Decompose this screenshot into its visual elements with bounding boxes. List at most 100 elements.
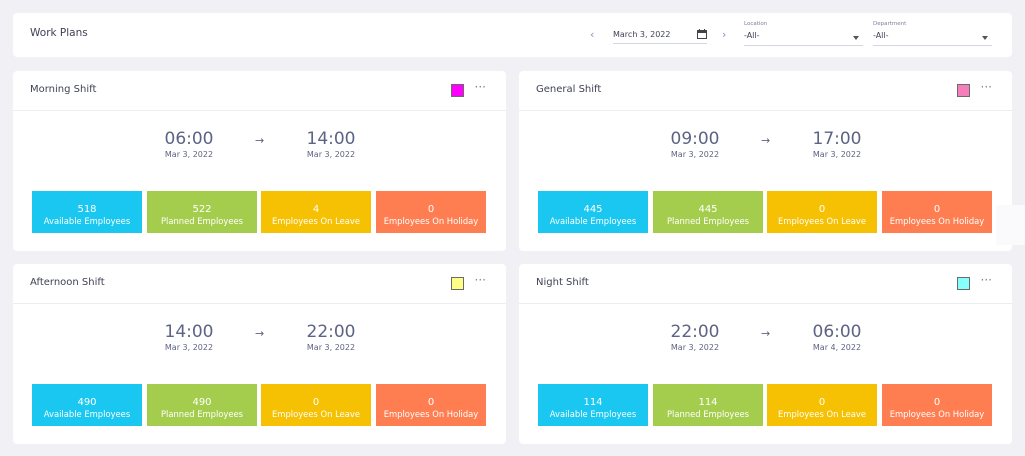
stat-value: 0: [312, 397, 320, 408]
stat-label: Available Employees: [549, 409, 637, 419]
stat-value: 490: [192, 397, 212, 408]
stat-value: 114: [698, 397, 718, 408]
stat-label: Available Employees: [43, 409, 131, 419]
next-date-icon[interactable]: ›: [722, 28, 727, 41]
employees-on-holiday-tile[interactable]: 0 Employees On Holiday: [882, 384, 992, 426]
end-time: 17:00: [812, 129, 862, 149]
end-time-block: 14:00 Mar 3, 2022: [281, 129, 381, 159]
stat-value: 0: [933, 204, 941, 215]
start-time: 06:00: [164, 129, 214, 149]
planned-employees-tile[interactable]: 114 Planned Employees: [653, 384, 763, 426]
more-options-icon[interactable]: ···: [980, 80, 992, 94]
end-time: 14:00: [306, 129, 356, 149]
shift-title: Morning Shift: [30, 84, 97, 95]
stat-value: 518: [77, 204, 97, 215]
stat-value: 445: [698, 204, 718, 215]
employees-on-holiday-tile[interactable]: 0 Employees On Holiday: [376, 384, 486, 426]
end-date: Mar 4, 2022: [812, 343, 862, 352]
shift-color-swatch[interactable]: [451, 84, 464, 97]
stat-value: 522: [192, 204, 212, 215]
page-title: Work Plans: [30, 27, 88, 39]
end-time: 06:00: [812, 322, 862, 342]
end-time: 22:00: [306, 322, 356, 342]
start-date: Mar 3, 2022: [164, 150, 214, 159]
start-time-block: 09:00 Mar 3, 2022: [645, 129, 745, 159]
end-time-block: 22:00 Mar 3, 2022: [281, 322, 381, 352]
caret-down-icon: [982, 36, 988, 40]
stat-value: 0: [427, 397, 435, 408]
date-picker[interactable]: March 3, 2022: [613, 26, 707, 44]
stat-value: 4: [312, 204, 320, 215]
available-employees-tile[interactable]: 518 Available Employees: [32, 191, 142, 233]
stat-label: Planned Employees: [160, 216, 244, 226]
stat-label: Employees On Leave: [778, 409, 866, 419]
more-options-icon[interactable]: ···: [474, 273, 486, 287]
stat-label: Available Employees: [43, 216, 131, 226]
date-value: March 3, 2022: [613, 30, 671, 39]
shift-color-swatch[interactable]: [957, 277, 970, 290]
caret-down-icon: [853, 36, 859, 40]
employees-on-leave-tile[interactable]: 0 Employees On Leave: [767, 191, 877, 233]
start-time-block: 14:00 Mar 3, 2022: [139, 322, 239, 352]
shift-card-morning: Morning Shift ··· 06:00 Mar 3, 2022 → 14…: [13, 71, 506, 251]
shift-color-swatch[interactable]: [957, 84, 970, 97]
stat-label: Employees On Holiday: [383, 409, 479, 419]
employees-on-holiday-tile[interactable]: 0 Employees On Holiday: [882, 191, 992, 233]
card-header: Night Shift ···: [519, 264, 1012, 304]
stat-value: 490: [77, 397, 97, 408]
start-time: 14:00: [164, 322, 214, 342]
department-value: -All-: [873, 31, 889, 40]
stat-label: Available Employees: [549, 216, 637, 226]
stat-value: 0: [427, 204, 435, 215]
department-select[interactable]: Department -All-: [873, 19, 992, 46]
stat-value: 445: [583, 204, 603, 215]
available-employees-tile[interactable]: 445 Available Employees: [538, 191, 648, 233]
planned-employees-tile[interactable]: 445 Planned Employees: [653, 191, 763, 233]
stat-label: Employees On Holiday: [383, 216, 479, 226]
planned-employees-tile[interactable]: 522 Planned Employees: [147, 191, 257, 233]
stat-label: Employees On Leave: [778, 216, 866, 226]
start-time: 22:00: [670, 322, 720, 342]
arrow-right-icon: →: [761, 327, 771, 340]
start-time: 09:00: [670, 129, 720, 149]
stat-label: Planned Employees: [160, 409, 244, 419]
more-options-icon[interactable]: ···: [980, 273, 992, 287]
arrow-right-icon: →: [761, 134, 771, 147]
shift-color-swatch[interactable]: [451, 277, 464, 290]
shift-card-night: Night Shift ··· 22:00 Mar 3, 2022 → 06:0…: [519, 264, 1012, 444]
more-options-icon[interactable]: ···: [474, 80, 486, 94]
stat-label: Planned Employees: [666, 216, 750, 226]
stat-label: Planned Employees: [666, 409, 750, 419]
start-time-block: 06:00 Mar 3, 2022: [139, 129, 239, 159]
calendar-icon[interactable]: [697, 29, 707, 39]
arrow-right-icon: →: [255, 327, 265, 340]
prev-date-icon[interactable]: ‹: [590, 28, 595, 41]
stat-label: Employees On Holiday: [889, 216, 985, 226]
department-label: Department: [873, 21, 907, 27]
shift-card-afternoon: Afternoon Shift ··· 14:00 Mar 3, 2022 → …: [13, 264, 506, 444]
card-header: Morning Shift ···: [13, 71, 506, 111]
stat-value: 0: [818, 204, 826, 215]
end-date: Mar 3, 2022: [306, 343, 356, 352]
end-time-block: 06:00 Mar 4, 2022: [787, 322, 887, 352]
employees-on-leave-tile[interactable]: 0 Employees On Leave: [261, 384, 371, 426]
card-header: General Shift ···: [519, 71, 1012, 111]
available-employees-tile[interactable]: 490 Available Employees: [32, 384, 142, 426]
location-value: -All-: [744, 31, 760, 40]
header-bar: Work Plans ‹ March 3, 2022 › Location -A…: [13, 13, 1012, 57]
location-label: Location: [744, 21, 768, 27]
stat-label: Employees On Holiday: [889, 409, 985, 419]
stat-value: 114: [583, 397, 603, 408]
employees-on-leave-tile[interactable]: 0 Employees On Leave: [767, 384, 877, 426]
shift-title: Afternoon Shift: [30, 277, 105, 288]
end-time-block: 17:00 Mar 3, 2022: [787, 129, 887, 159]
employees-on-leave-tile[interactable]: 4 Employees On Leave: [261, 191, 371, 233]
arrow-right-icon: →: [255, 134, 265, 147]
start-date: Mar 3, 2022: [164, 343, 214, 352]
available-employees-tile[interactable]: 114 Available Employees: [538, 384, 648, 426]
employees-on-holiday-tile[interactable]: 0 Employees On Holiday: [376, 191, 486, 233]
location-select[interactable]: Location -All-: [744, 19, 863, 46]
end-date: Mar 3, 2022: [812, 150, 862, 159]
planned-employees-tile[interactable]: 490 Planned Employees: [147, 384, 257, 426]
edge-strip: [996, 205, 1025, 245]
